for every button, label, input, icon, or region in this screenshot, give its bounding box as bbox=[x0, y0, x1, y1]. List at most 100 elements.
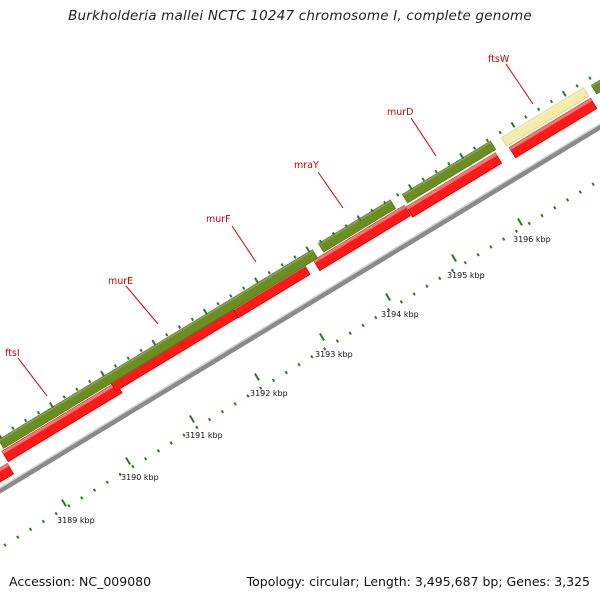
cds-forward bbox=[401, 140, 497, 204]
scale-dot bbox=[118, 472, 122, 477]
scale-dot bbox=[105, 480, 109, 485]
scale-dot bbox=[591, 182, 595, 187]
scale-dot bbox=[399, 300, 403, 304]
kbp-label: 3191 kbp bbox=[185, 431, 223, 440]
kbp-label: 3196 kbp bbox=[513, 235, 551, 244]
scale-dot bbox=[386, 307, 391, 312]
scale-dot bbox=[527, 221, 531, 226]
kbp-label: 3193 kbp bbox=[315, 350, 353, 359]
tick-mark bbox=[305, 246, 311, 253]
gene-label-murD: murD bbox=[387, 107, 414, 118]
scale-major-tick bbox=[61, 499, 67, 507]
scale-dot bbox=[156, 449, 161, 453]
tick-mark bbox=[370, 208, 374, 213]
kbp-label: 3194 kbp bbox=[381, 310, 419, 319]
gene-label-murF: murF bbox=[206, 214, 231, 225]
scale-dot bbox=[195, 425, 199, 430]
tick-mark bbox=[113, 364, 118, 368]
scale-major-tick bbox=[125, 457, 131, 465]
scale-dot bbox=[361, 323, 365, 328]
scale-dot bbox=[463, 260, 467, 265]
tick-mark bbox=[242, 286, 246, 290]
tick-mark bbox=[151, 339, 157, 346]
forward-strand-cds-layer bbox=[0, 77, 600, 449]
gene-leader-line bbox=[125, 285, 159, 325]
tick-mark bbox=[24, 418, 28, 423]
tick-mark bbox=[177, 325, 182, 329]
tick-mark bbox=[216, 301, 220, 306]
scale-dot bbox=[131, 464, 135, 469]
cds-reverse bbox=[405, 152, 503, 218]
scale-dot bbox=[323, 347, 327, 351]
scale-dot bbox=[335, 339, 340, 343]
tick-mark bbox=[293, 255, 297, 259]
scale-major-tick bbox=[517, 218, 523, 226]
tick-mark bbox=[126, 356, 130, 360]
tick-mark bbox=[524, 115, 528, 119]
kbp-label: 3195 kbp bbox=[447, 271, 485, 280]
gene-label-murE: murE bbox=[108, 276, 133, 287]
scale-dot bbox=[259, 386, 263, 390]
tick-mark bbox=[267, 270, 271, 275]
tick-mark bbox=[588, 76, 592, 80]
scale-dot bbox=[578, 190, 582, 194]
tick-mark bbox=[383, 200, 387, 205]
tick-mark bbox=[344, 224, 348, 228]
kbp-label: 3190 kbp bbox=[121, 473, 159, 482]
tick-mark bbox=[459, 152, 465, 159]
scale-dot bbox=[207, 417, 212, 422]
gene-label-ftsI: ftsI bbox=[5, 348, 20, 359]
scale-dot bbox=[233, 402, 237, 406]
kbp-label: 3189 kbp bbox=[57, 516, 95, 525]
scale-major-tick bbox=[319, 333, 325, 341]
cds-reverse bbox=[109, 306, 239, 392]
tick-mark bbox=[0, 434, 3, 440]
gene-label-layer: ftsI murE murF mraY murD ftsW bbox=[5, 54, 534, 397]
map-title: Burkholderia mallei NCTC 10247 chromosom… bbox=[68, 8, 532, 24]
gene-leader-line bbox=[505, 63, 534, 105]
gene-leader-line bbox=[317, 171, 344, 209]
cds-forward bbox=[0, 249, 319, 449]
tick-mark bbox=[229, 294, 233, 298]
tick-mark-layer bbox=[0, 76, 595, 547]
scale-dot bbox=[28, 527, 33, 532]
tick-mark bbox=[11, 426, 15, 431]
kbp-label: 3192 kbp bbox=[250, 389, 288, 398]
tick-mark bbox=[88, 379, 92, 384]
scale-dot bbox=[476, 252, 480, 257]
scale-dot bbox=[80, 496, 84, 500]
tick-mark bbox=[421, 177, 425, 182]
tick-mark bbox=[561, 90, 567, 97]
tick-mark bbox=[62, 395, 66, 399]
scale-dot bbox=[246, 394, 250, 398]
scale-dot bbox=[438, 276, 442, 281]
scale-dot bbox=[374, 315, 378, 320]
cds-reverse bbox=[508, 97, 598, 159]
scale-dot bbox=[425, 284, 429, 288]
backbone-layer bbox=[0, 123, 600, 494]
tick-mark bbox=[36, 410, 41, 415]
scale-dot bbox=[169, 441, 173, 445]
tick-mark bbox=[254, 277, 259, 284]
tick-mark bbox=[485, 138, 489, 143]
cds-reverse bbox=[0, 462, 15, 494]
gene-leader-line bbox=[410, 117, 437, 157]
tick-mark bbox=[395, 193, 400, 197]
scale-dot bbox=[220, 409, 224, 414]
scale-dot bbox=[514, 229, 519, 234]
scale-dot bbox=[412, 292, 416, 296]
cds-forward bbox=[500, 87, 590, 147]
scale-dot bbox=[284, 370, 288, 375]
kbp-scale-layer: 3189 kbp 3190 kbp 3191 kbp 3192 kbp 3193 kbp… bbox=[57, 218, 551, 525]
tick-mark bbox=[407, 183, 413, 191]
scale-major-tick bbox=[451, 254, 457, 262]
scale-dot bbox=[540, 213, 544, 218]
gene-label-ftsW: ftsW bbox=[488, 54, 510, 65]
scale-major-tick bbox=[189, 415, 195, 423]
scale-dot bbox=[54, 511, 58, 516]
tick-mark bbox=[165, 333, 169, 337]
tick-mark bbox=[190, 317, 195, 322]
cds-reverse bbox=[313, 204, 411, 272]
scale-dot bbox=[41, 519, 45, 524]
scale-dot bbox=[3, 543, 7, 547]
